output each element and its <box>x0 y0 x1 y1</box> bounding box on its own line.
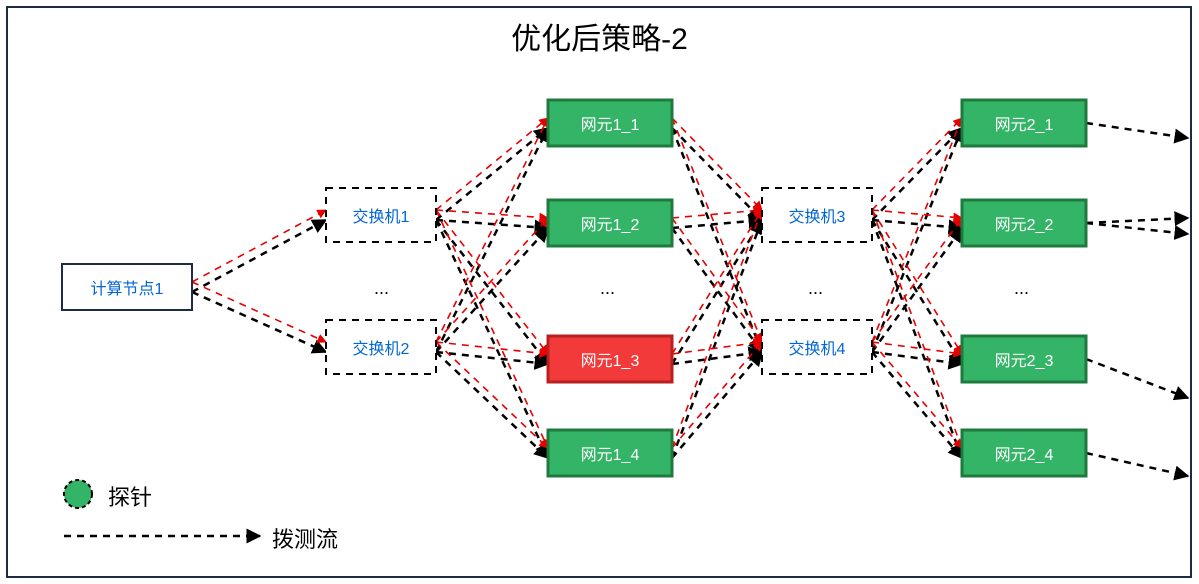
exit-edge <box>1086 359 1188 398</box>
node-label-ne11: 网元1_1 <box>548 100 672 146</box>
ellipsis-3: ... <box>1014 278 1029 299</box>
edge <box>672 228 762 352</box>
edge <box>436 220 548 228</box>
edge <box>872 118 962 342</box>
exit-edge <box>1086 218 1188 223</box>
edge <box>672 342 762 354</box>
edge <box>672 118 762 342</box>
edge <box>672 218 762 342</box>
nodes-rects-group <box>62 100 1086 476</box>
ellipsis-2: ... <box>808 278 823 299</box>
node-label-sw1: 交换机1 <box>326 188 436 242</box>
edge <box>672 118 762 210</box>
node-label-ne23: 网元2_3 <box>962 336 1086 382</box>
ellipsis-0: ... <box>374 278 389 299</box>
edge <box>436 218 548 342</box>
edge <box>436 220 548 458</box>
edge <box>672 220 762 458</box>
edge <box>672 210 762 448</box>
node-label-ne14: 网元1_4 <box>548 430 672 476</box>
node-label-ne22: 网元2_2 <box>962 200 1086 246</box>
edge <box>872 118 962 210</box>
edges-black-group <box>192 128 962 458</box>
edge <box>872 128 962 220</box>
node-label-ne13: 网元1_3 <box>548 336 672 382</box>
exit-edge <box>1086 123 1188 138</box>
edge <box>436 210 548 448</box>
legend-svg-group <box>64 480 260 536</box>
edge <box>672 352 762 458</box>
edge <box>672 210 762 218</box>
node-label-sw4: 交换机4 <box>762 320 872 374</box>
node-label-ne21: 网元2_1 <box>962 100 1086 146</box>
legend-probe-icon <box>64 480 92 508</box>
exit-edge <box>1086 453 1188 476</box>
ellipsis-1: ... <box>600 278 615 299</box>
edge <box>872 210 962 218</box>
edge <box>872 220 962 458</box>
edge <box>672 220 762 228</box>
edge <box>436 352 548 458</box>
legend-probe-label: 探针 <box>108 480 152 512</box>
edge <box>672 128 762 220</box>
edge <box>872 220 962 228</box>
edge <box>192 282 326 342</box>
node-label-ne12: 网元1_2 <box>548 200 672 246</box>
edge <box>192 292 326 352</box>
edge <box>872 352 962 458</box>
edge <box>872 218 962 342</box>
node-label-sw2: 交换机2 <box>326 320 436 374</box>
edge <box>436 118 548 342</box>
exit-edge <box>1086 223 1188 234</box>
node-label-compute1: 计算节点1 <box>62 264 192 310</box>
edge <box>872 128 962 352</box>
edge <box>192 210 326 282</box>
legend-flow-label: 拨测流 <box>272 522 338 554</box>
edges-red-group <box>192 118 962 448</box>
edge <box>436 352 548 364</box>
node-label-sw3: 交换机3 <box>762 188 872 242</box>
edge <box>436 128 548 220</box>
node-label-ne24: 网元2_4 <box>962 430 1086 476</box>
exit-arrows-group <box>1086 123 1188 476</box>
edge <box>872 352 962 364</box>
edge <box>436 210 548 218</box>
edge <box>192 220 326 292</box>
